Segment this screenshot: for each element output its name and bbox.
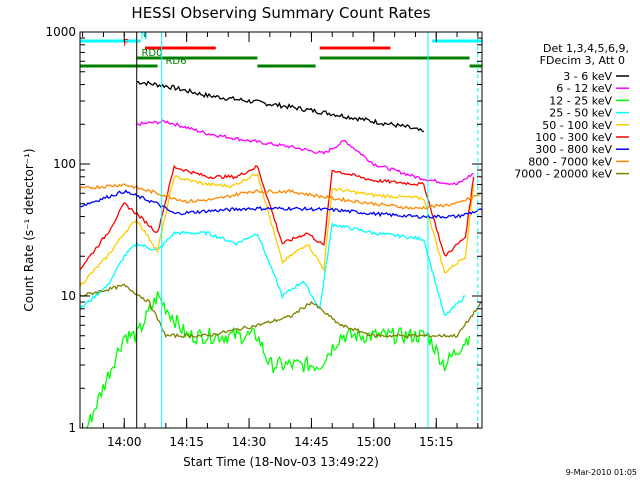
y-tick-label: 10 [61,289,76,303]
legend-header-detectors: Det 1,3,4,5,6,9, [543,42,629,55]
flag-label-rd0: RD0 [141,48,162,59]
y-axis: 1 10 100 1000 [45,25,482,435]
series-line-25-50-kev [79,222,466,316]
flag-label-rd6: RD6 [165,56,186,67]
series-line-800-7000-kev [79,183,483,210]
series-line-300-800-kev [79,189,483,219]
plot-frame [79,31,483,429]
flag-label-n: N [140,31,147,42]
x-tick-label: 14:45 [294,435,329,449]
legend-header-decim: FDecim 3, Att 0 [540,54,625,67]
legend-label: 100 - 300 keV [535,131,612,144]
series-line-3-6-kev [136,80,425,133]
series-line-6-12-kev [136,119,474,186]
y-axis-label: Count Rate (s⁻¹ detector⁻¹) [22,148,36,311]
legend-label: 3 - 6 keV [563,70,612,83]
legend-label: 25 - 50 keV [549,107,612,120]
series-line-100-300-kev [79,164,475,270]
x-tick-label: 15:00 [357,435,392,449]
y-tick-label: 1000 [45,25,76,39]
legend: Det 1,3,4,5,6,9,FDecim 3, Att 0 3 - 6 keV… [514,42,629,181]
x-tick-label: 14:30 [232,435,267,449]
legend-label: 300 - 800 keV [535,143,612,156]
flag-label-f: F [123,38,129,49]
series-line-50-100-kev [79,173,475,287]
series-line-7000-20000-kev [79,283,483,339]
legend-label: 6 - 12 keV [556,82,612,95]
legend-label: 50 - 100 keV [542,119,612,132]
footer-date: 9-Mar-2010 01:05 [566,468,637,477]
legend-label: 800 - 7000 keV [528,155,612,168]
legend-label: 7000 - 20000 keV [514,168,612,181]
chart-title: HESSI Observing Summary Count Rates [131,4,430,22]
x-tick-label: 14:15 [169,435,204,449]
y-tick-label: 1 [68,421,76,435]
series-line-12-25-kev [86,291,471,429]
x-tick-label: 15:15 [419,435,454,449]
series-group [79,32,483,429]
x-tick-label: 14:00 [107,435,142,449]
x-axis-label: Start Time (18-Nov-03 13:49:22) [183,455,379,469]
legend-label: 12 - 25 keV [549,94,612,107]
x-axis: 14:00 14:15 14:30 14:45 15:00 15:15 [82,32,479,449]
y-tick-label: 100 [53,157,76,171]
